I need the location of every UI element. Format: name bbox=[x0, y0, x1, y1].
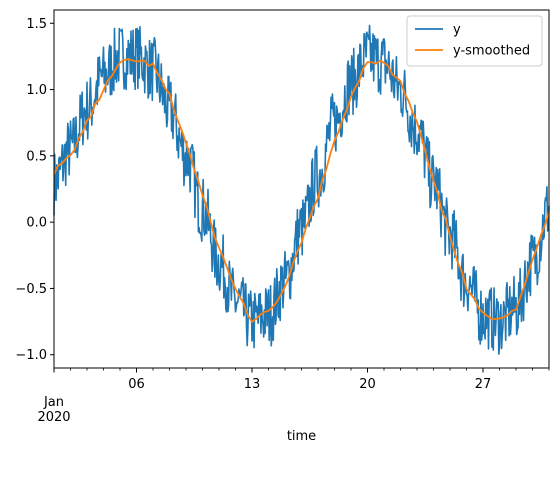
x-tick-label: 06 bbox=[128, 377, 145, 392]
y-axis: −1.0 −0.5 0.0 0.5 1.0 1.5 bbox=[15, 17, 54, 363]
y-tick-label: 0.0 bbox=[26, 216, 47, 231]
series-layer bbox=[53, 24, 550, 355]
x-axis-label: time bbox=[287, 429, 316, 444]
y-tick-label: 1.5 bbox=[26, 17, 47, 32]
legend-label-y: y bbox=[453, 23, 461, 38]
y-tick-label: 1.0 bbox=[26, 83, 47, 98]
legend-label-y-smoothed: y-smoothed bbox=[453, 44, 530, 59]
y-tick-label: 0.5 bbox=[26, 149, 47, 164]
x-tick-label: 13 bbox=[244, 377, 261, 392]
y-tick-label: −0.5 bbox=[15, 282, 47, 297]
x-tick-label: 27 bbox=[475, 377, 492, 392]
x-axis-month-label: Jan bbox=[43, 395, 64, 410]
x-axis: 06 13 20 27 bbox=[53, 368, 550, 392]
series-line-y bbox=[53, 24, 550, 355]
y-tick-label: −1.0 bbox=[15, 348, 47, 363]
legend: y y-smoothed bbox=[406, 15, 543, 67]
series-line-y-smoothed bbox=[53, 58, 550, 323]
x-axis-year-label: 2020 bbox=[37, 410, 70, 425]
x-tick-label: 20 bbox=[359, 377, 376, 392]
legend-box bbox=[406, 15, 543, 67]
